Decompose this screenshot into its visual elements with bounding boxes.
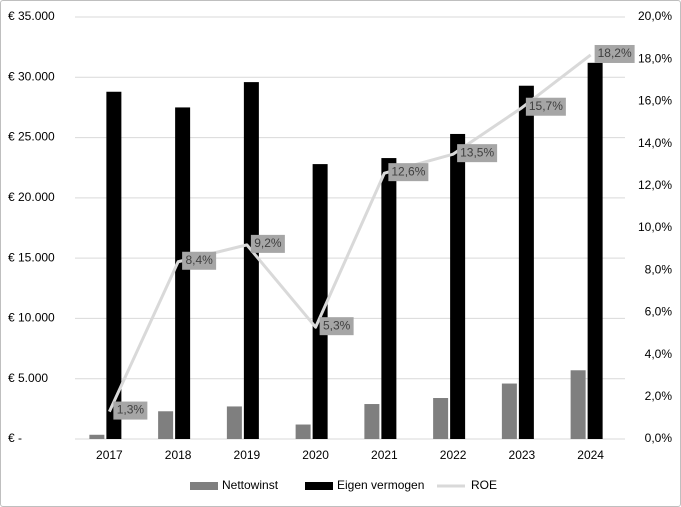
y-left-tick-label: € 10.000 bbox=[8, 311, 55, 325]
roe-data-label: 8,4% bbox=[185, 253, 213, 267]
bar-eigen-vermogen bbox=[381, 158, 397, 439]
y-left-tick-label: € - bbox=[8, 431, 22, 445]
y-right-tick-label: 14,0% bbox=[638, 136, 672, 150]
y-right-tick-label: 0,0% bbox=[645, 431, 673, 445]
y-right-tick-label: 6,0% bbox=[645, 305, 673, 319]
y-right-tick-label: 4,0% bbox=[645, 347, 673, 361]
bar-nettowinst bbox=[501, 383, 517, 439]
bar-eigen-vermogen bbox=[450, 133, 466, 439]
x-tick-label: 2019 bbox=[234, 448, 261, 462]
x-tick-label: 2021 bbox=[371, 448, 398, 462]
roe-data-label: 15,7% bbox=[529, 99, 563, 113]
y-right-tick-label: 2,0% bbox=[645, 389, 673, 403]
roe-data-label: 5,3% bbox=[323, 318, 351, 332]
bar-nettowinst bbox=[158, 411, 174, 439]
bar-eigen-vermogen bbox=[587, 62, 603, 440]
x-tick-label: 2022 bbox=[440, 448, 467, 462]
bar-eigen-vermogen bbox=[175, 107, 191, 439]
y-left-tick-label: € 35.000 bbox=[8, 9, 55, 23]
roe-data-label: 18,2% bbox=[598, 46, 632, 60]
x-tick-label: 2023 bbox=[509, 448, 536, 462]
y-left-tick-label: € 20.000 bbox=[8, 190, 55, 204]
y-left-tick-label: € 25.000 bbox=[8, 130, 55, 144]
roe-data-label: 1,3% bbox=[117, 403, 145, 417]
roe-data-label-box bbox=[525, 97, 566, 116]
y-right-tick-label: 10,0% bbox=[638, 220, 672, 234]
y-left-tick-label: € 30.000 bbox=[8, 69, 55, 83]
roe-data-label-box bbox=[319, 317, 354, 336]
y-right-tick-label: 18,0% bbox=[638, 51, 672, 65]
roe-data-label: 9,2% bbox=[254, 236, 282, 250]
roe-data-label-box bbox=[113, 401, 148, 420]
roe-data-label-box bbox=[182, 251, 217, 270]
bar-eigen-vermogen bbox=[312, 164, 328, 439]
bar-nettowinst bbox=[295, 424, 311, 439]
x-tick-label: 2017 bbox=[96, 448, 123, 462]
y-left-tick-label: € 15.000 bbox=[8, 250, 55, 264]
y-left-tick-label: € 5.000 bbox=[8, 371, 48, 385]
y-right-tick-label: 12,0% bbox=[638, 178, 672, 192]
x-tick-label: 2018 bbox=[165, 448, 192, 462]
roe-data-label-box bbox=[457, 144, 498, 163]
legend-label-nettowinst: Nettowinst bbox=[222, 478, 279, 492]
x-tick-label: 2024 bbox=[577, 448, 604, 462]
y-right-tick-label: 20,0% bbox=[638, 9, 672, 23]
legend-swatch-eigen-vermogen bbox=[305, 482, 333, 490]
x-tick-label: 2020 bbox=[302, 448, 329, 462]
legend-label-roe: ROE bbox=[471, 478, 497, 492]
legend-label-eigen-vermogen: Eigen vermogen bbox=[337, 478, 424, 492]
roe-data-label-box bbox=[594, 44, 635, 63]
bar-eigen-vermogen bbox=[106, 91, 122, 440]
legend-swatch-nettowinst bbox=[190, 482, 218, 490]
bar-nettowinst bbox=[364, 404, 380, 439]
bar-eigen-vermogen bbox=[243, 82, 259, 439]
roe-data-label: 13,5% bbox=[460, 145, 494, 159]
y-right-tick-label: 16,0% bbox=[638, 94, 672, 108]
roe-data-label: 12,6% bbox=[391, 164, 425, 178]
y-right-tick-label: 8,0% bbox=[645, 262, 673, 276]
bar-eigen-vermogen bbox=[518, 85, 534, 440]
bar-nettowinst bbox=[570, 370, 586, 439]
roe-data-label-box bbox=[388, 163, 429, 182]
bar-nettowinst bbox=[226, 406, 242, 439]
roe-data-label-box bbox=[250, 234, 285, 253]
bar-nettowinst bbox=[433, 398, 449, 439]
bar-nettowinst bbox=[89, 434, 105, 439]
